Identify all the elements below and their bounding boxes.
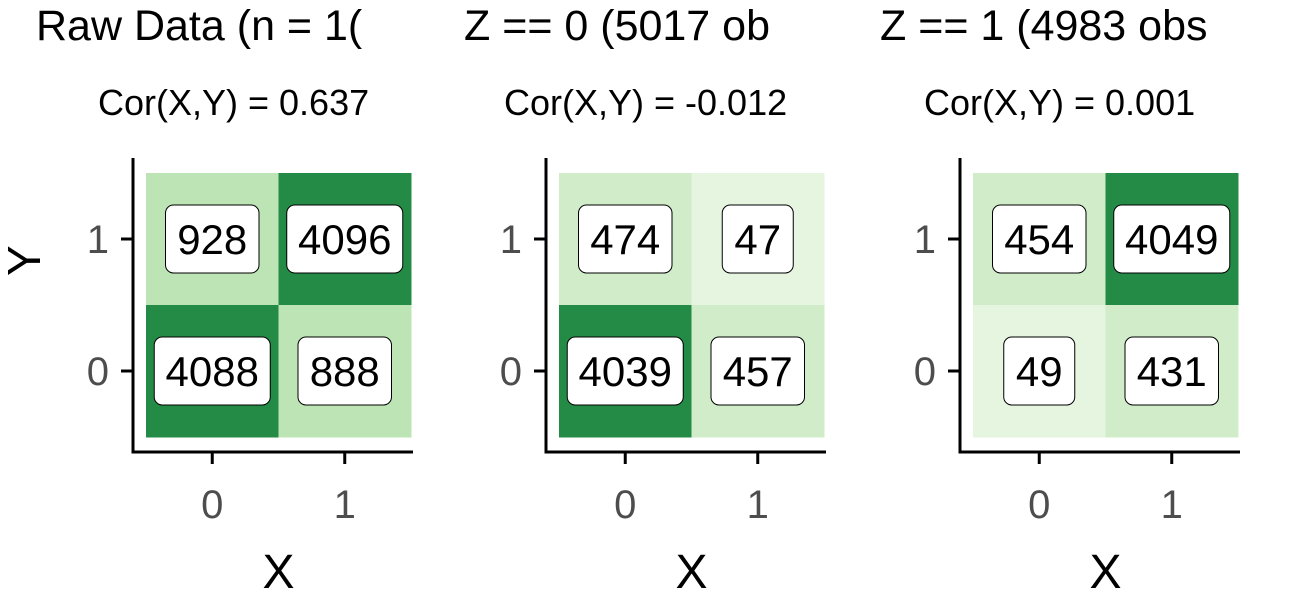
panel-2-subtitle: Cor(X,Y) = -0.012 bbox=[504, 82, 788, 123]
y-tick-label: 0 bbox=[500, 350, 522, 394]
count-label: 457 bbox=[723, 348, 793, 395]
panel-2-title: Z == 0 (5017 ob bbox=[464, 2, 770, 50]
panel-2-title-clip: Z == 0 (5017 ob bbox=[464, 0, 882, 56]
y-tick-label: 0 bbox=[87, 350, 109, 394]
count-label: 431 bbox=[1137, 348, 1207, 395]
y-tick-label: 1 bbox=[500, 218, 522, 262]
count-label-box bbox=[1124, 336, 1219, 406]
count-label-box bbox=[721, 204, 794, 274]
count-label: 4088 bbox=[166, 348, 259, 395]
count-label-box bbox=[1003, 336, 1076, 406]
count-label: 474 bbox=[590, 216, 660, 263]
panel-1-title: Raw Data (n = 1( bbox=[36, 2, 363, 50]
x-tick-label: 1 bbox=[1161, 483, 1183, 527]
count-label-box bbox=[1113, 204, 1231, 274]
panel-1-subtitle-clip: Cor(X,Y) = 0.637 bbox=[98, 80, 468, 128]
count-label-box bbox=[578, 204, 673, 274]
count-label-box bbox=[153, 336, 271, 406]
y-tick-label: 1 bbox=[914, 218, 936, 262]
count-label-box bbox=[710, 336, 805, 406]
x-tick-label: 0 bbox=[614, 483, 636, 527]
count-label: 4049 bbox=[1125, 216, 1218, 263]
count-label: 4096 bbox=[298, 216, 391, 263]
count-label-box bbox=[297, 336, 392, 406]
count-label: 928 bbox=[177, 216, 247, 263]
panel-3-title-clip: Z == 1 (4983 obs bbox=[880, 0, 1298, 56]
x-axis-title: X bbox=[262, 546, 294, 591]
x-axis-title: X bbox=[675, 546, 707, 591]
y-tick-label: 1 bbox=[87, 218, 109, 262]
x-tick-label: 1 bbox=[334, 483, 356, 527]
x-tick-label: 0 bbox=[1028, 483, 1050, 527]
x-tick-label: 0 bbox=[201, 483, 223, 527]
panel-3-subtitle-clip: Cor(X,Y) = 0.001 bbox=[924, 80, 1294, 128]
y-tick-label: 0 bbox=[914, 350, 936, 394]
count-label-box bbox=[286, 204, 404, 274]
count-label-box bbox=[165, 204, 260, 274]
panel-2-subtitle-clip: Cor(X,Y) = -0.012 bbox=[504, 80, 872, 128]
panel-3-title: Z == 1 (4983 obs bbox=[880, 2, 1208, 50]
count-label: 49 bbox=[1016, 348, 1063, 395]
count-label-box bbox=[566, 336, 684, 406]
x-tick-label: 1 bbox=[747, 483, 769, 527]
count-label-box bbox=[992, 204, 1087, 274]
panel-1-title-clip: Raw Data (n = 1( bbox=[36, 0, 458, 56]
x-axis-title: X bbox=[1089, 546, 1121, 591]
panel-1-subtitle: Cor(X,Y) = 0.637 bbox=[98, 82, 370, 123]
panel-3-subtitle: Cor(X,Y) = 0.001 bbox=[924, 82, 1196, 123]
count-label: 888 bbox=[310, 348, 380, 395]
count-label: 454 bbox=[1004, 216, 1074, 263]
count-label: 4039 bbox=[579, 348, 672, 395]
count-label: 47 bbox=[734, 216, 781, 263]
